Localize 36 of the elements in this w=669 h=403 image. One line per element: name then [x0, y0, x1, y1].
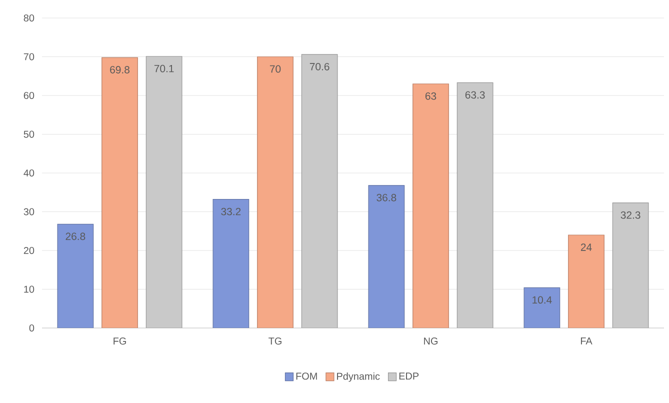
data-label: 63 [425, 92, 436, 100]
legend-label: EDP [399, 372, 419, 380]
y-tick-label: 0 [29, 324, 34, 332]
bar [212, 199, 250, 328]
y-tick-label: 80 [24, 14, 34, 22]
legend-label: Pdynamic [337, 372, 380, 382]
data-label: 69.8 [110, 66, 130, 74]
legend-label: FOM [296, 372, 317, 380]
bar [368, 185, 405, 328]
bar [524, 287, 560, 328]
data-label: 26.8 [66, 232, 86, 240]
data-label: 33.2 [221, 208, 241, 216]
data-label: 10.4 [532, 296, 552, 304]
data-label: 24 [580, 244, 592, 251]
y-tick-label: 10 [24, 286, 34, 293]
bar [257, 56, 294, 328]
x-tick-label: FA [580, 338, 592, 344]
data-label: 36.8 [376, 194, 396, 202]
data-label: 32.3 [620, 211, 640, 219]
x-tick-label: TG [268, 338, 282, 345]
y-tick-label: 40 [24, 169, 34, 177]
y-tick-label: 30 [24, 208, 34, 216]
y-tick-label: 20 [24, 246, 34, 254]
bar [568, 234, 604, 328]
data-label: 70.6 [310, 62, 330, 70]
data-label: 70 [270, 65, 281, 73]
x-tick-label: NG [424, 338, 438, 345]
data-label: 63.3 [465, 91, 485, 99]
y-tick-label: 50 [24, 130, 34, 138]
x-tick-label: FG [114, 338, 126, 345]
bar [412, 84, 449, 328]
data-label: 70.1 [154, 64, 174, 72]
bar [57, 224, 94, 328]
y-tick-label: 60 [24, 92, 34, 100]
bar [102, 57, 138, 328]
y-tick-label: 70 [24, 53, 34, 60]
